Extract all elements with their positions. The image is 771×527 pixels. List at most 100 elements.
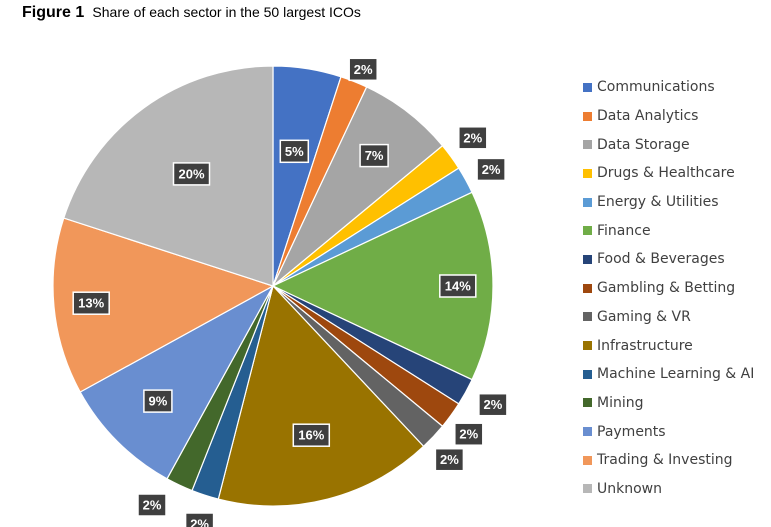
legend-item-data-analytics: Data Analytics [583, 102, 754, 131]
data-label-text: 7% [365, 148, 384, 163]
legend-item-infrastructure: Infrastructure [583, 331, 754, 360]
figure-number: Figure 1 [22, 4, 85, 21]
legend-label: Mining [597, 394, 644, 411]
legend-swatch [583, 427, 592, 437]
legend-label: Food & Beverages [597, 251, 725, 268]
legend-item-energy-utilities: Energy & Utilities [583, 188, 754, 217]
data-label-text: 9% [149, 394, 168, 409]
legend-label: Gambling & Betting [597, 280, 736, 297]
figure-title: Figure 1 Share of each sector in the 50 … [22, 4, 361, 22]
data-label-text: 2% [459, 427, 478, 442]
data-label-infrastructure: 16% [292, 423, 331, 447]
data-label-mining: 2% [137, 493, 167, 517]
legend-label: Energy & Utilities [597, 194, 719, 211]
data-label-text: 5% [285, 144, 304, 159]
legend-label: Trading & Investing [597, 452, 733, 469]
data-label-drugs-healthcare: 2% [458, 126, 488, 150]
legend-swatch [583, 312, 592, 322]
pie-data-labels: 5%2%7%2%2%14%2%2%2%16%2%2%9%13%20% [72, 57, 508, 527]
data-label-energy-utilities: 2% [476, 157, 506, 182]
data-label-box [184, 512, 215, 527]
legend-label: Gaming & VR [597, 308, 691, 325]
pie-slice-payments [79, 284, 275, 480]
legend-item-food-beverages: Food & Beverages [583, 245, 754, 274]
legend-swatch [583, 398, 592, 408]
data-label-box [348, 57, 378, 82]
data-label-data-storage: 7% [359, 143, 389, 168]
data-label-box [137, 493, 167, 517]
data-label-text: 2% [463, 130, 482, 145]
legend-swatch [583, 140, 592, 150]
data-label-food-beverages: 2% [478, 392, 508, 417]
data-label-box [359, 143, 389, 168]
legend-label: Unknown [597, 480, 662, 497]
pie-slice-trading-investing [52, 217, 275, 393]
data-label-gaming-vr: 2% [434, 447, 465, 472]
legend-item-gambling-betting: Gambling & Betting [583, 274, 754, 303]
legend-label: Data Storage [597, 136, 690, 153]
legend-label: Machine Learning & AI [597, 366, 755, 383]
data-label-finance: 14% [439, 274, 477, 298]
legend-label: Payments [597, 423, 666, 440]
legend-swatch [583, 168, 592, 178]
data-label-text: 2% [482, 162, 501, 177]
data-label-box [279, 139, 310, 164]
legend-swatch [583, 82, 592, 92]
data-label-box [434, 447, 465, 472]
legend-swatch [583, 484, 592, 494]
legend-label: Infrastructure [597, 337, 693, 354]
data-label-text: 2% [484, 397, 503, 412]
data-label-text: 2% [354, 62, 373, 77]
data-label-trading-investing: 13% [72, 291, 110, 315]
data-label-text: 20% [178, 166, 204, 181]
legend-item-communications: Communications [583, 73, 754, 102]
legend-swatch [583, 254, 592, 264]
legend-label: Drugs & Healthcare [597, 165, 735, 182]
data-label-box [478, 392, 508, 417]
legend-label: Communications [597, 79, 715, 96]
legend-swatch [583, 369, 592, 379]
pie-slice-infrastructure [217, 284, 425, 507]
legend-item-drugs-healthcare: Drugs & Healthcare [583, 159, 754, 188]
legend-swatch [583, 226, 592, 236]
legend-item-finance: Finance [583, 216, 754, 245]
data-label-text: 14% [445, 279, 471, 294]
data-label-box [476, 157, 506, 182]
data-label-gambling-betting: 2% [454, 422, 484, 446]
figure-caption: Share of each sector in the 50 largest I… [92, 4, 361, 20]
pie-slice-finance [271, 191, 494, 381]
legend-item-gaming-vr: Gaming & VR [583, 303, 754, 332]
legend-item-trading-investing: Trading & Investing [583, 446, 754, 475]
data-label-communications: 5% [279, 139, 310, 164]
data-label-box [292, 423, 331, 447]
legend-swatch [583, 455, 592, 465]
data-label-payments: 9% [143, 389, 173, 413]
data-label-machine-learning-ai: 2% [184, 512, 215, 527]
legend-swatch [583, 197, 592, 207]
legend-item-payments: Payments [583, 417, 754, 446]
legend-label: Finance [597, 222, 651, 239]
data-label-text: 2% [440, 452, 459, 467]
data-label-box [454, 422, 484, 446]
data-label-data-analytics: 2% [348, 57, 378, 82]
data-label-unknown: 20% [172, 162, 211, 186]
data-label-box [439, 274, 477, 298]
data-label-box [143, 389, 173, 413]
legend-swatch [583, 341, 592, 351]
legend-item-mining: Mining [583, 389, 754, 418]
data-label-box [172, 162, 211, 186]
data-label-text: 16% [298, 428, 324, 443]
data-label-text: 2% [143, 498, 162, 513]
legend-item-unknown: Unknown [583, 475, 754, 504]
data-label-text: 13% [78, 296, 104, 311]
legend-swatch [583, 283, 592, 293]
chart-legend: Communications Data Analytics Data Storage… [583, 73, 754, 503]
pie-slices [52, 65, 494, 507]
legend-label: Data Analytics [597, 108, 699, 125]
legend-swatch [583, 111, 592, 121]
data-label-box [458, 126, 488, 150]
legend-item-data-storage: Data Storage [583, 130, 754, 159]
legend-item-machine-learning-ai: Machine Learning & AI [583, 360, 754, 389]
data-label-box [72, 291, 110, 315]
